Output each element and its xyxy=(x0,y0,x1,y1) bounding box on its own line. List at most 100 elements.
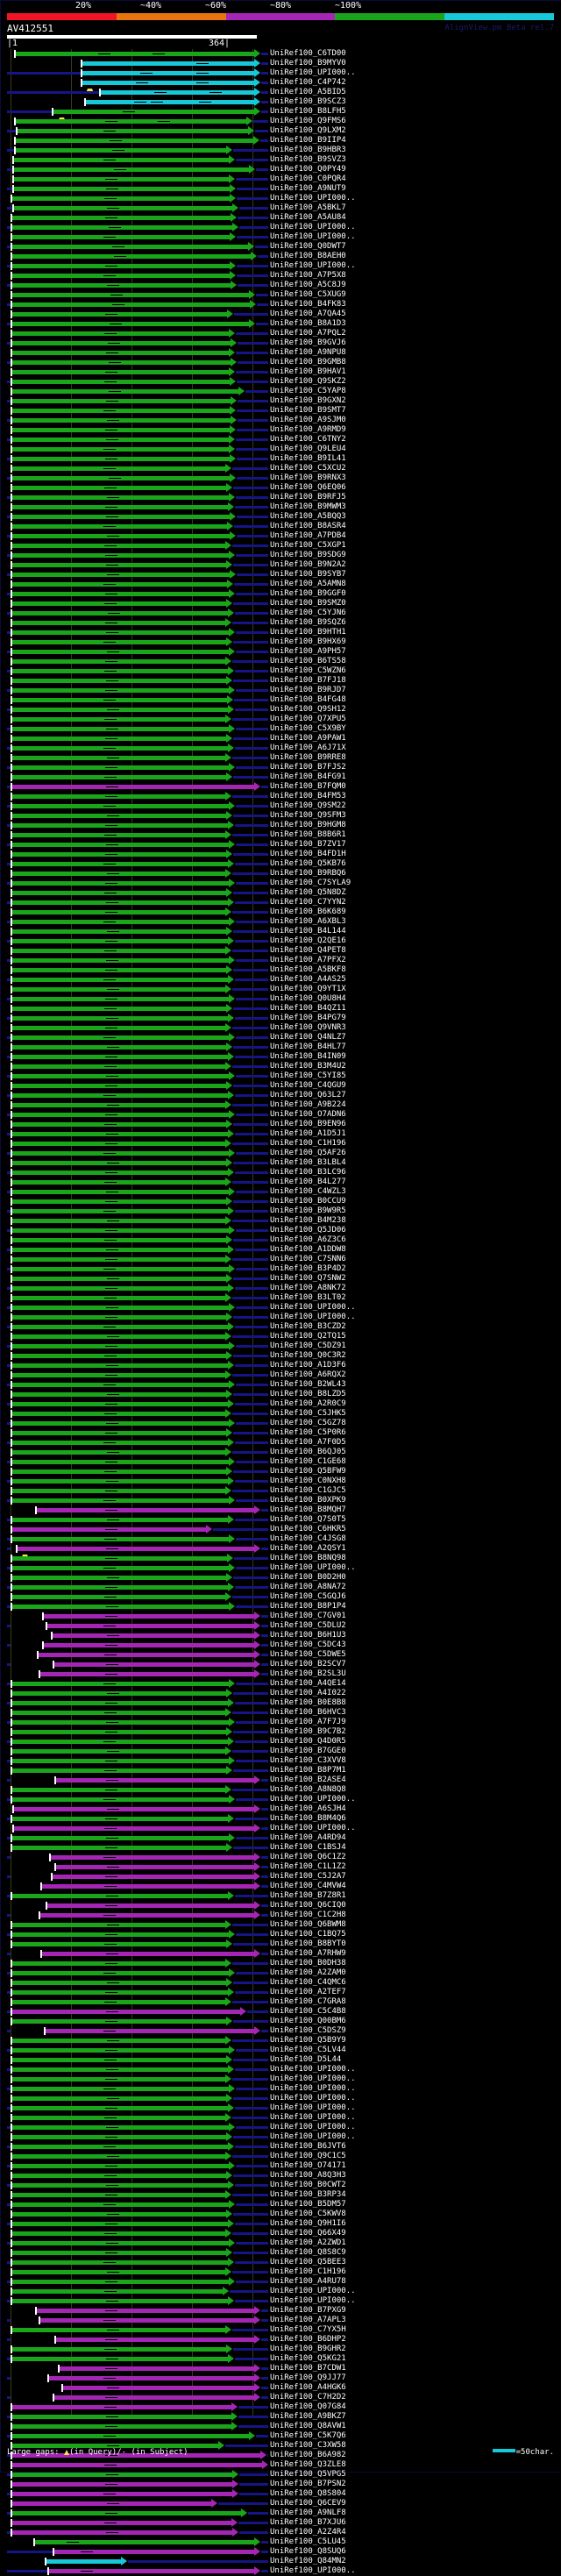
alignment-row[interactable]: UniRef100_Q5B9Y9 xyxy=(0,2036,561,2046)
alignment-row[interactable]: UniRef100_B9C7B2 xyxy=(0,1727,561,1737)
alignment-row[interactable]: UniRef100_UPI000.. xyxy=(0,2123,561,2132)
alignment-row[interactable]: UniRef100_Q0DWT7 xyxy=(0,242,561,252)
hit-subject-label[interactable]: UniRef100_B7FQM0 xyxy=(270,782,346,791)
hit-alignment-bar[interactable] xyxy=(12,1219,226,1223)
hit-alignment-bar[interactable] xyxy=(12,2453,261,2458)
hit-subject-label[interactable]: UniRef100_A9PAW1 xyxy=(270,734,346,743)
hit-subject-label[interactable]: UniRef100_A9BKZ7 xyxy=(270,2412,346,2421)
alignment-row[interactable]: UniRef100_C1BQ75 xyxy=(0,1930,561,1939)
hit-subject-label[interactable]: UniRef100_B9RFJ5 xyxy=(270,493,346,502)
hit-alignment-bar[interactable] xyxy=(12,2251,227,2255)
hit-subject-label[interactable]: UniRef100_Q9VNR3 xyxy=(270,1023,346,1032)
hit-alignment-bar[interactable] xyxy=(12,949,226,953)
hit-alignment-bar[interactable] xyxy=(12,650,230,654)
hit-alignment-bar[interactable] xyxy=(12,1961,226,1966)
alignment-row[interactable]: UniRef100_B9RBQ6 xyxy=(0,869,561,879)
hit-subject-label[interactable]: UniRef100_B9MWM3 xyxy=(270,502,346,511)
alignment-row[interactable]: UniRef100_B0D2H0 xyxy=(0,1573,561,1583)
alignment-row[interactable]: UniRef100_C1BSJ4 xyxy=(0,1843,561,1853)
hit-subject-label[interactable]: UniRef100_Q5KB76 xyxy=(270,859,346,868)
hit-alignment-bar[interactable] xyxy=(42,1952,255,1956)
alignment-row[interactable]: UniRef100_Q84MN2 xyxy=(0,2557,561,2566)
hit-alignment-bar[interactable] xyxy=(12,2154,226,2159)
hit-alignment-bar[interactable] xyxy=(12,2328,226,2332)
hit-alignment-bar[interactable] xyxy=(51,1855,255,1860)
hit-subject-label[interactable]: UniRef100_B4L144 xyxy=(270,927,346,936)
hit-subject-label[interactable]: UniRef100_B4FK83 xyxy=(270,300,346,309)
alignment-row[interactable]: UniRef100_Q9VNR3 xyxy=(0,1023,561,1033)
hit-alignment-bar[interactable] xyxy=(12,640,227,644)
hit-alignment-bar[interactable] xyxy=(12,476,231,480)
hit-subject-label[interactable]: UniRef100_B9GGF0 xyxy=(270,589,346,598)
hit-subject-label[interactable]: UniRef100_A4QE14 xyxy=(270,1679,346,1688)
alignment-row[interactable]: UniRef100_C7SNN6 xyxy=(0,1255,561,1264)
hit-alignment-bar[interactable] xyxy=(12,274,231,278)
hit-alignment-bar[interactable] xyxy=(12,438,230,442)
hit-alignment-bar[interactable] xyxy=(12,245,249,249)
alignment-row[interactable]: UniRef100_B9IL41 xyxy=(0,454,561,464)
hit-alignment-bar[interactable] xyxy=(12,1431,227,1435)
hit-subject-label[interactable]: UniRef100_B2WL43 xyxy=(270,1380,346,1389)
alignment-row[interactable]: UniRef100_C1C2H8 xyxy=(0,1911,561,1920)
alignment-row[interactable]: UniRef100_B7PXG9 xyxy=(0,2306,561,2316)
hit-subject-label[interactable]: UniRef100_A5BKL7 xyxy=(270,203,346,212)
hit-alignment-bar[interactable] xyxy=(12,553,230,558)
alignment-row[interactable]: UniRef100_C5LU45 xyxy=(0,2537,561,2547)
alignment-row[interactable]: UniRef100_B9RRE8 xyxy=(0,753,561,763)
alignment-row[interactable]: UniRef100_Q3ZLE8 xyxy=(0,2460,561,2470)
hit-subject-label[interactable]: UniRef100_B9SVZ3 xyxy=(270,155,346,164)
alignment-row[interactable]: UniRef100_B9EN96 xyxy=(0,1120,561,1129)
alignment-row[interactable]: UniRef100_B9RFJ5 xyxy=(0,493,561,502)
hit-alignment-bar[interactable] xyxy=(56,1778,255,1783)
alignment-row[interactable]: UniRef100_A9NUT9 xyxy=(0,184,561,194)
hit-subject-label[interactable]: UniRef100_Q0DWT7 xyxy=(270,242,346,251)
alignment-row[interactable]: UniRef100_Q8SUQ6 xyxy=(0,2547,561,2557)
hit-subject-label[interactable]: UniRef100_B9W9R5 xyxy=(270,1206,346,1215)
hit-alignment-bar[interactable] xyxy=(40,1672,255,1676)
hit-subject-label[interactable]: UniRef100_A7PQL2 xyxy=(270,329,346,338)
hit-subject-label[interactable]: UniRef100_B4FG48 xyxy=(270,695,346,704)
hit-alignment-bar[interactable] xyxy=(14,206,233,210)
alignment-row[interactable]: UniRef100_B9SCZ3 xyxy=(0,97,561,107)
hit-subject-label[interactable]: UniRef100_A5C8J9 xyxy=(270,281,346,289)
alignment-row[interactable]: UniRef100_B3LBL4 xyxy=(0,1158,561,1168)
alignment-row[interactable]: UniRef100_B2SCV7 xyxy=(0,1660,561,1669)
hit-alignment-bar[interactable] xyxy=(12,2222,229,2226)
alignment-row[interactable]: UniRef100_A9PH57 xyxy=(0,647,561,657)
hit-alignment-bar[interactable] xyxy=(12,409,231,413)
hit-subject-label[interactable]: UniRef100_B3LC96 xyxy=(270,1168,346,1177)
hit-subject-label[interactable]: UniRef100_B9EN96 xyxy=(270,1120,346,1128)
hit-subject-label[interactable]: UniRef100_O74171 xyxy=(270,2161,346,2170)
hit-alignment-bar[interactable] xyxy=(12,1682,230,1686)
alignment-row[interactable]: UniRef100_B6QJ05 xyxy=(0,1448,561,1457)
hit-alignment-bar[interactable] xyxy=(16,52,255,56)
hit-alignment-bar[interactable] xyxy=(86,100,255,104)
alignment-row[interactable]: UniRef100_B4FG48 xyxy=(0,695,561,705)
alignment-row[interactable]: UniRef100_A5BQQ3 xyxy=(0,512,561,522)
hit-alignment-bar[interactable] xyxy=(12,1576,227,1580)
hit-alignment-bar[interactable] xyxy=(12,1740,229,1744)
hit-subject-label[interactable]: UniRef100_A9PH57 xyxy=(270,647,346,656)
alignment-row[interactable]: UniRef100_B4HL77 xyxy=(0,1042,561,1052)
hit-alignment-bar[interactable] xyxy=(47,1904,255,1908)
alignment-row[interactable]: UniRef100_C4MVW4 xyxy=(0,1882,561,1891)
hit-subject-label[interactable]: UniRef100_UPI000.. xyxy=(270,2132,356,2141)
hit-alignment-bar[interactable] xyxy=(12,843,230,847)
hit-alignment-bar[interactable] xyxy=(14,1826,255,1831)
alignment-row[interactable]: UniRef100_B9HX69 xyxy=(0,637,561,647)
hit-subject-label[interactable]: UniRef100_A7F7J9 xyxy=(270,1718,346,1726)
alignment-row[interactable]: UniRef100_B9SYB7 xyxy=(0,570,561,580)
hit-subject-label[interactable]: UniRef100_C7SNN6 xyxy=(270,1255,346,1263)
hit-subject-label[interactable]: UniRef100_Q2QE16 xyxy=(270,936,346,945)
alignment-row[interactable]: UniRef100_A8NA72 xyxy=(0,1583,561,1592)
hit-alignment-bar[interactable] xyxy=(46,2029,255,2033)
hit-subject-label[interactable]: UniRef100_B9GXN2 xyxy=(270,396,346,405)
hit-subject-label[interactable]: UniRef100_C0PQR4 xyxy=(270,174,346,183)
hit-subject-label[interactable]: UniRef100_B7GGE0 xyxy=(270,1747,346,1755)
alignment-row[interactable]: UniRef100_C7YX5H xyxy=(0,2325,561,2335)
hit-subject-label[interactable]: UniRef100_B7Z8R1 xyxy=(270,1891,346,1900)
hit-subject-label[interactable]: UniRef100_B3LBL4 xyxy=(270,1158,346,1167)
alignment-row[interactable]: UniRef100_B4FD1H xyxy=(0,850,561,859)
hit-alignment-bar[interactable] xyxy=(53,1875,255,1879)
hit-subject-label[interactable]: UniRef100_Q8S8C9 xyxy=(270,2248,346,2257)
